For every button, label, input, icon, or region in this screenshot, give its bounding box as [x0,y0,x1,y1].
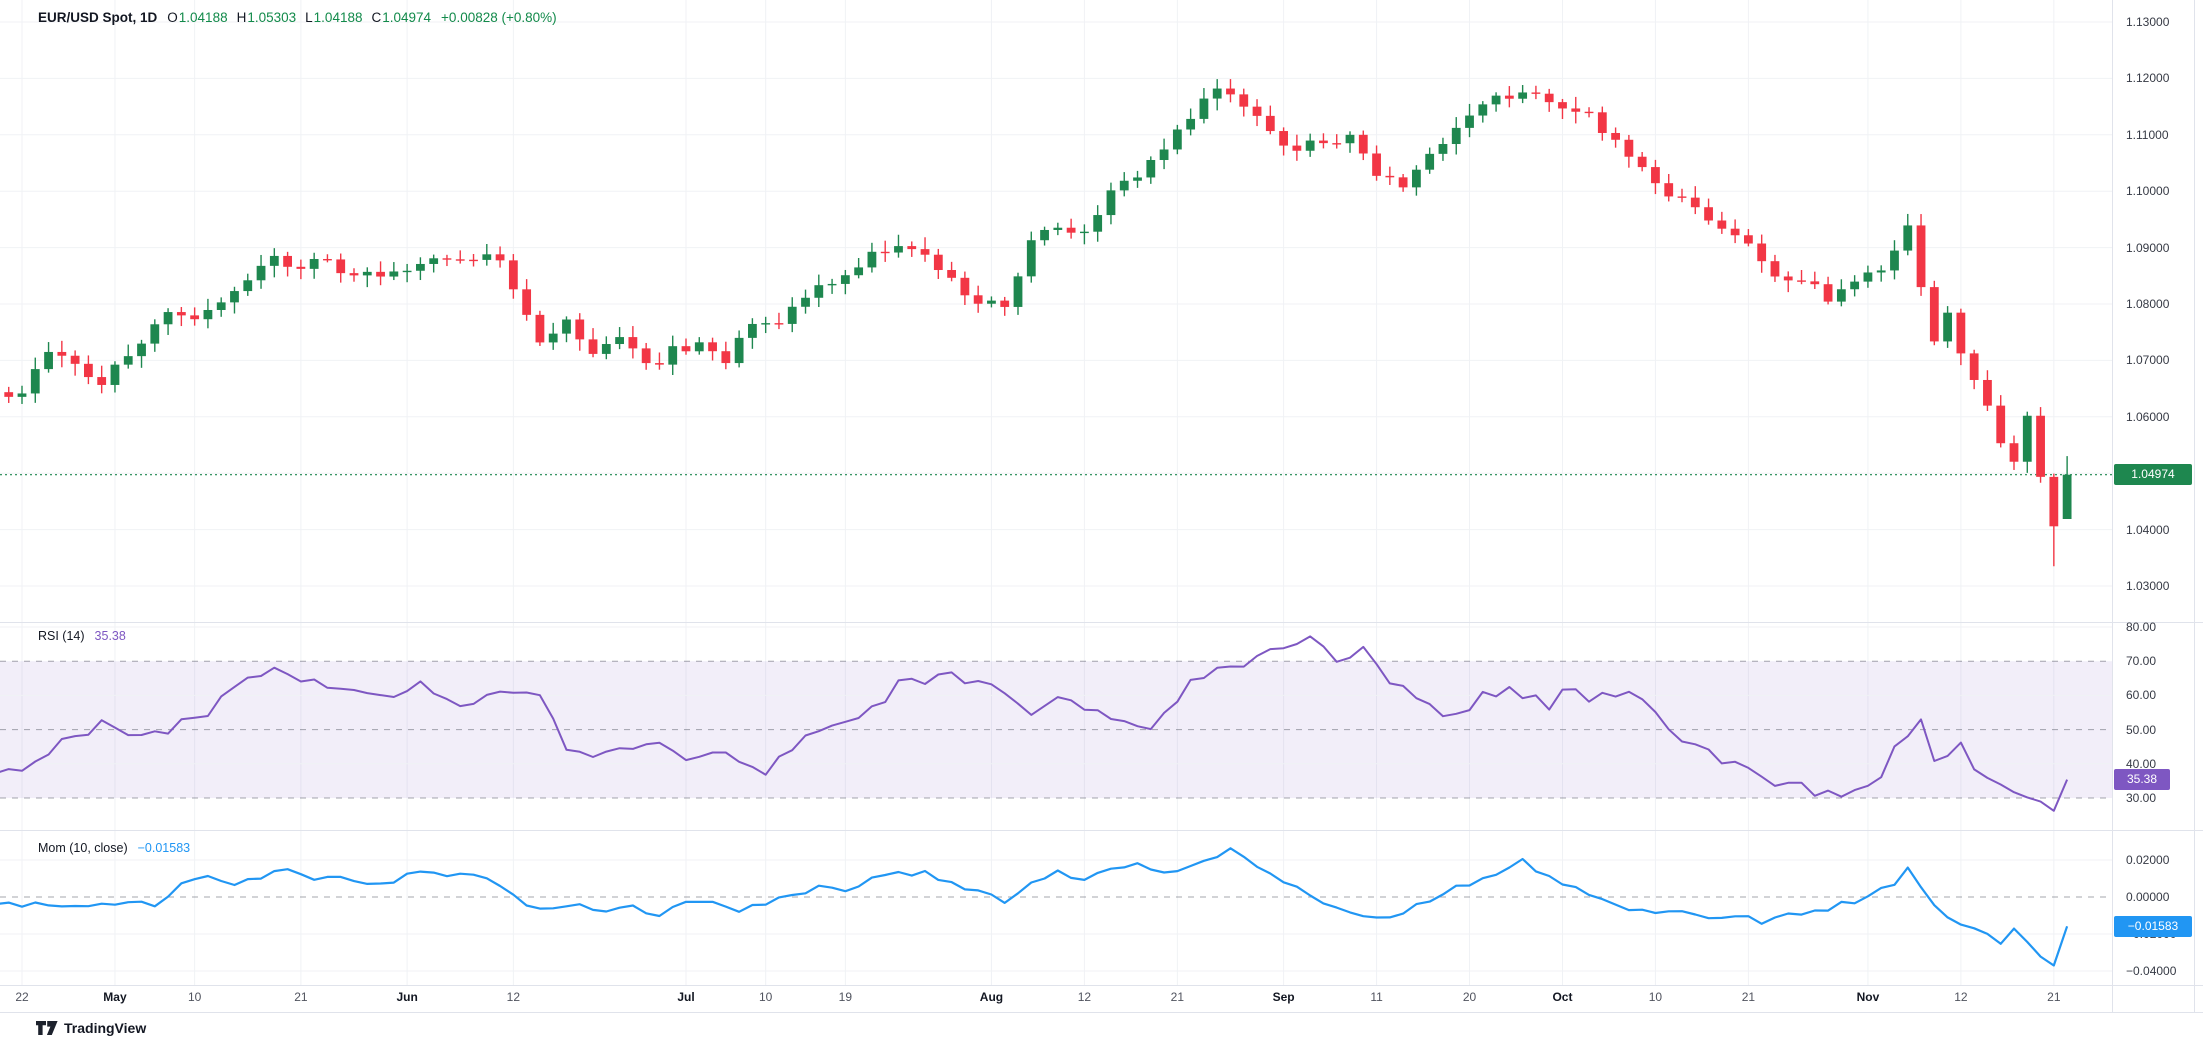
ohlc-value: 1.04188 [313,10,363,25]
time-label-day: 21 [294,990,308,1004]
time-label-day: 11 [1370,990,1383,1004]
axis-tick-label: 1.13000 [2126,15,2170,29]
ohlc-key: O [167,10,178,25]
mom-legend: Mom (10, close) −0.01583 [38,841,190,855]
time-label-month: Oct [1552,990,1573,1004]
axis-tick-label: 1.03000 [2126,579,2170,593]
axis-tick-label: 40.00 [2126,756,2157,771]
time-label-day: 19 [838,990,853,1004]
time-label-month: Jul [677,990,695,1004]
axis-tick-label: 1.06000 [2126,409,2170,424]
tradingview-link[interactable]: TradingView [36,1020,146,1036]
footer: TradingView [0,1013,2203,1043]
ohlc-item: O 1.04188 [167,10,227,25]
axis-tick-label: 1.10000 [2126,184,2170,199]
mom-indicator-name: Mom (10, close) [38,841,128,855]
time-label-day: 22 [15,990,29,1004]
time-label-day: 20 [1462,990,1477,1004]
ohlc-value: 1.04974 [382,10,432,25]
ohlc-value: 1.04188 [178,10,228,25]
rsi-legend: RSI (14) 35.38 [38,629,126,643]
price-change: +0.00828 (+0.80%) [441,10,557,25]
axis-tick-label: 1.04000 [2126,522,2170,537]
time-label-day: 10 [1648,990,1663,1004]
axis-tick-label: 0.00000 [2126,890,2170,904]
axis-tick-label: 80.00 [2126,620,2157,634]
time-label-month: Jun [396,990,418,1004]
axis-tick-label: 0.02000 [2126,853,2170,867]
axis-tick-label: 1.11000 [2126,127,2169,142]
time-label-day: 12 [1077,990,1092,1004]
tradingview-logo-icon [36,1020,58,1035]
rsi-indicator-value: 35.38 [94,629,126,643]
axis-tick-label: 70.00 [2126,654,2157,669]
axis-tick-label: −0.04000 [2126,964,2177,978]
axis-tick-label: 1.12000 [2126,71,2170,86]
time-label-day: 21 [1170,990,1185,1004]
price-axis[interactable]: 1.13000 1.12000 1.11000 1.10000 1.09000 1.080… [2112,0,2194,1013]
axis-tick-label: 60.00 [2126,688,2157,703]
ohlc-item: L 1.04188 [305,10,362,25]
time-label-day: 10 [758,990,773,1004]
time-axis[interactable]: 22 May 10 21 Jun 12 Jul 10 19 Aug 12 21 Sep 11 20 Oct 10… [0,985,2203,1013]
axis-tick-label: 1.08000 [2126,297,2170,311]
axis-tick-label: 50.00 [2126,722,2157,737]
time-label-month: May [103,990,127,1004]
time-label-day: 21 [1741,990,1756,1004]
time-label-day: 10 [187,990,202,1004]
mom-badge: −0.01583 [2114,916,2192,937]
ohlc-key: C [371,10,382,25]
ohlc-item: H 1.05303 [237,10,297,25]
ohlc-item: C 1.04974 [371,10,431,25]
ohlc-key: H [236,10,247,25]
time-label-month: Sep [1272,990,1295,1004]
symbol-title: EUR/USD Spot, 1D [38,10,158,25]
mom-indicator-value: −0.01583 [137,841,191,855]
time-label-day: 21 [2047,990,2061,1004]
time-label-month: Aug [979,990,1004,1004]
ohlc-values: O 1.04188 H 1.05303 L 1.04188 C 1.04974 [167,10,431,25]
time-label-month: Nov [1856,990,1880,1004]
brand-name: TradingView [64,1020,147,1036]
rsi-badge: 35.38 [2114,769,2170,790]
axis-tick-label: 30.00 [2126,791,2157,805]
chart-canvas[interactable] [0,0,2203,1013]
time-label-day: 12 [506,990,521,1004]
axis-tick-label: 1.09000 [2126,240,2170,255]
axis-tick-label: 1.07000 [2126,353,2170,368]
time-label-day: 12 [1954,990,1968,1004]
rsi-indicator-name: RSI (14) [38,629,85,643]
ohlc-key: L [305,10,313,25]
symbol-header: EUR/USD Spot, 1D O 1.04188 H 1.05303 L 1.0418… [38,10,557,25]
ohlc-value: 1.05303 [247,10,297,25]
last-price-badge: 1.04974 [2114,464,2192,485]
